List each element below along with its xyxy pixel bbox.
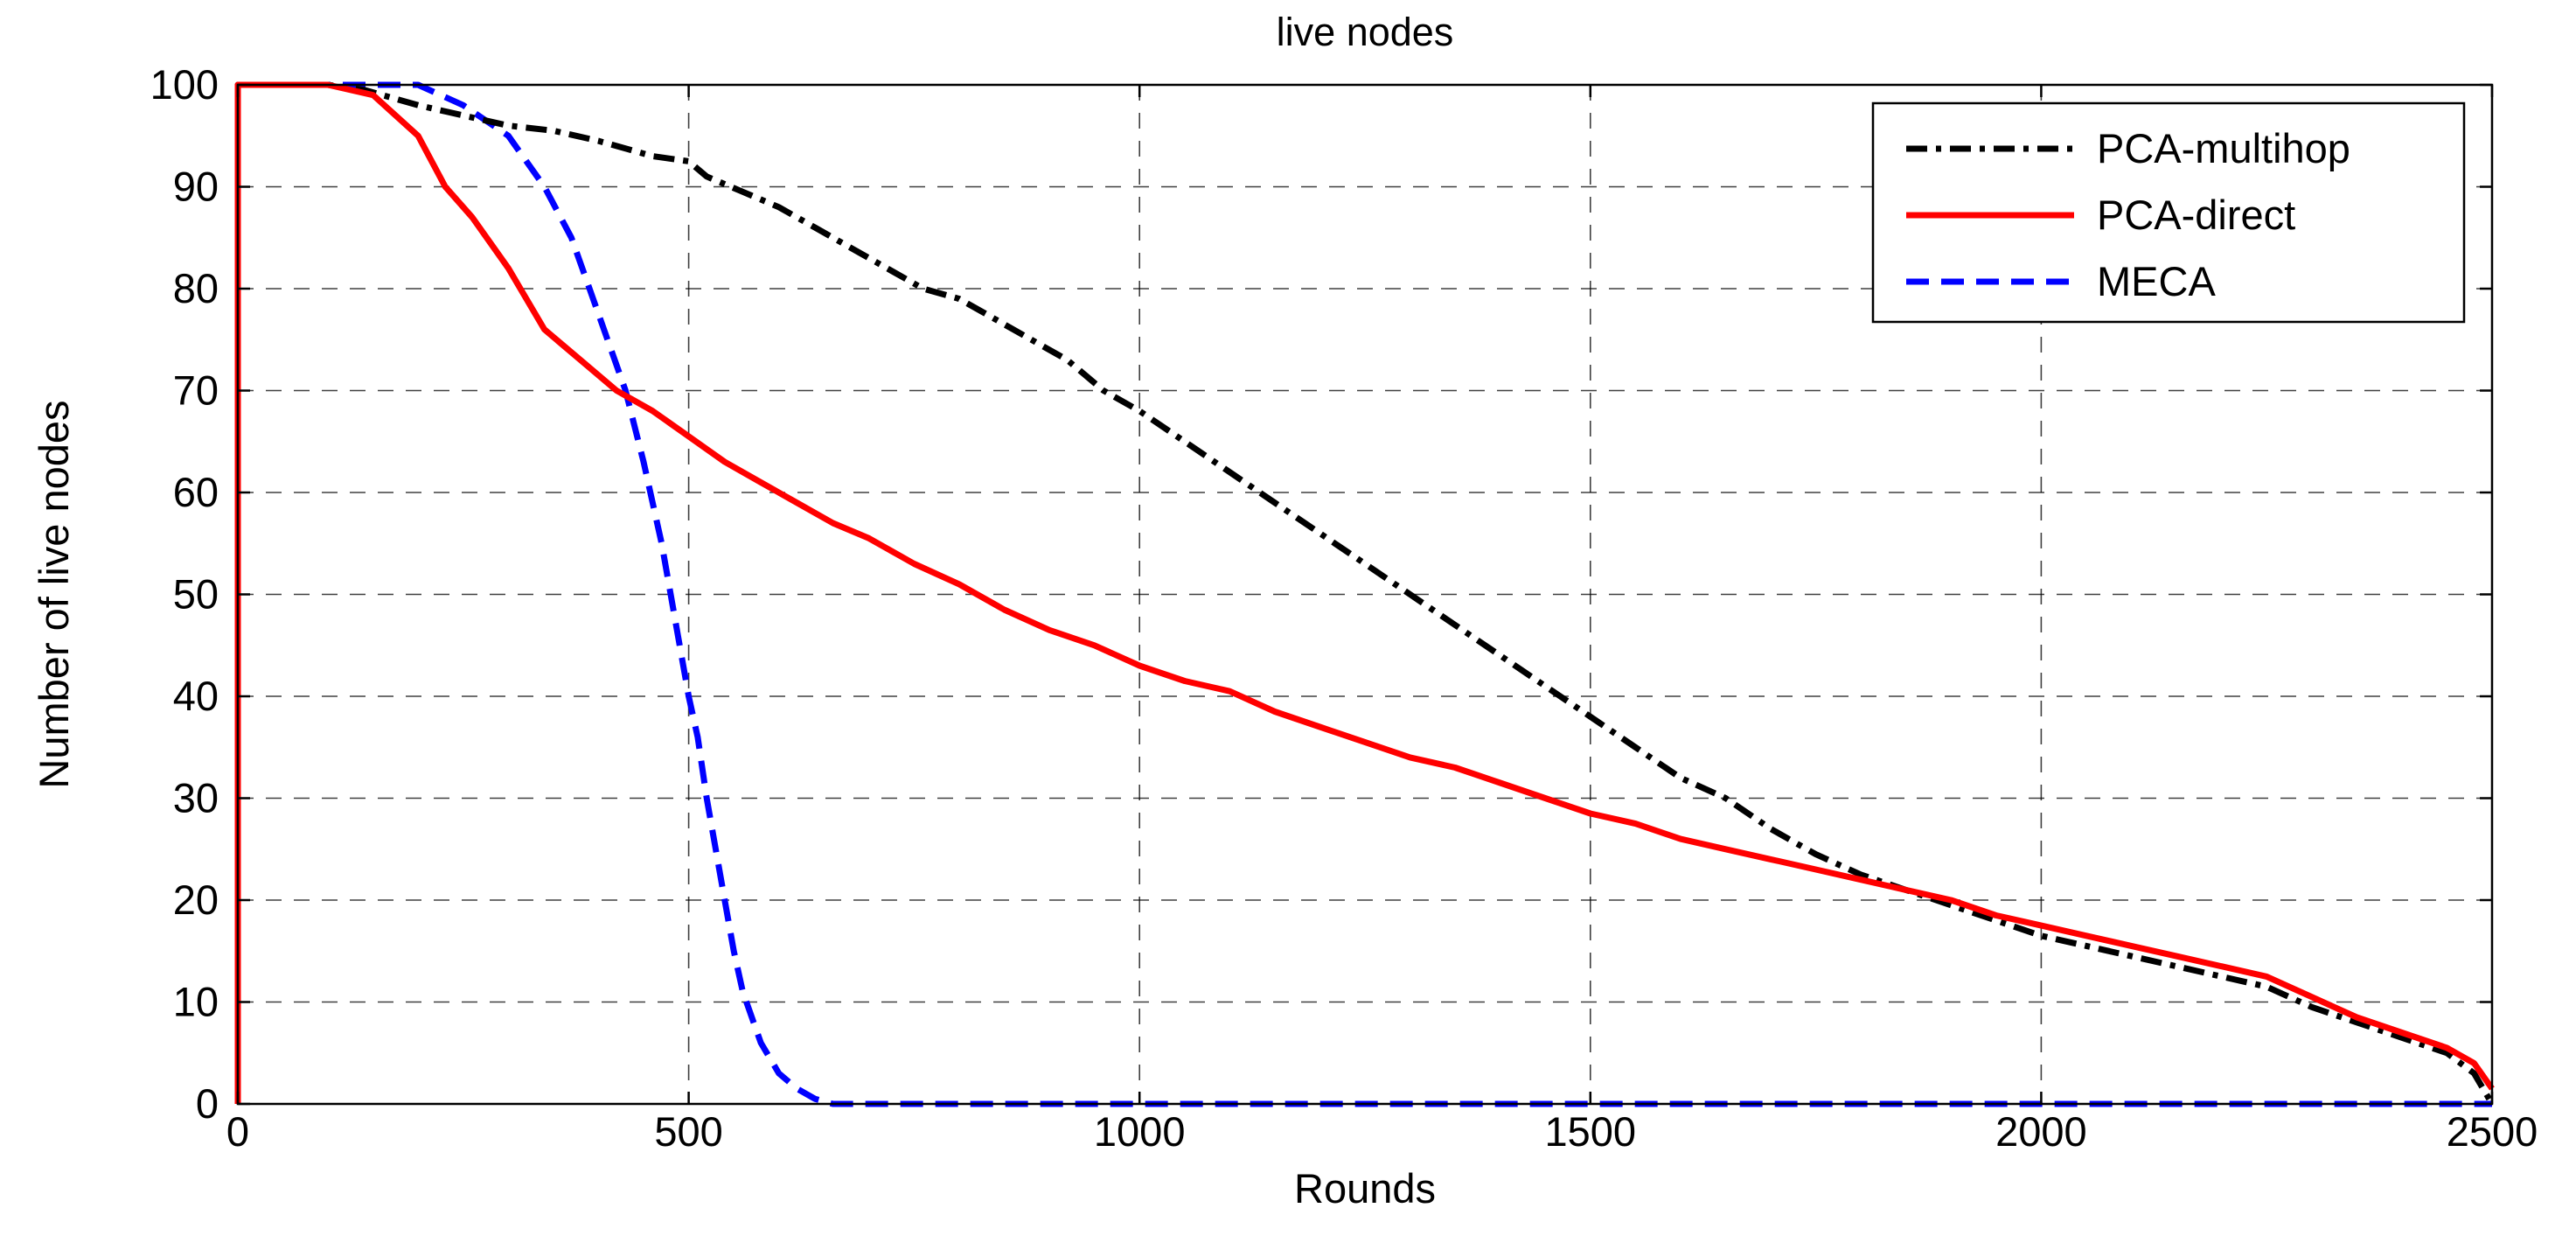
legend-label: MECA: [2097, 258, 2216, 304]
legend-label: PCA-multihop: [2097, 125, 2350, 171]
x-tick-label: 1500: [1545, 1108, 1637, 1155]
x-tick-label: 1000: [1094, 1108, 1186, 1155]
y-tick-label: 30: [173, 775, 219, 821]
y-axis-title: Number of live nodes: [31, 400, 77, 788]
series-line-pca-direct: [234, 81, 2495, 1104]
y-tick-label: 40: [173, 673, 219, 719]
x-tick-label: 500: [654, 1108, 722, 1155]
y-tick-label: 90: [173, 164, 219, 210]
y-tick-label: 0: [196, 1080, 219, 1127]
y-tick-label: 100: [150, 61, 219, 108]
y-tick-label: 70: [173, 367, 219, 414]
x-tick-label: 2000: [1995, 1108, 2087, 1155]
series-line-pca-multihop: [234, 81, 2496, 1106]
axis-ticks: 0 500 1000 1500 2000 2500 0 10 20 30 40 50 60 70 80 90 1…: [150, 61, 2538, 1155]
x-axis-title: Rounds: [1294, 1165, 1436, 1212]
legend: PCA-multihop PCA-direct MECA: [1871, 101, 2466, 324]
y-tick-label: 10: [173, 979, 219, 1025]
y-tick-label: 50: [173, 571, 219, 618]
chart-title: live nodes: [1277, 10, 1454, 54]
y-tick-label: 80: [173, 265, 219, 311]
x-tick-label: 0: [226, 1108, 249, 1155]
y-tick-label: 20: [173, 876, 219, 923]
x-tick-label: 2500: [2447, 1108, 2538, 1155]
y-tick-label: 60: [173, 469, 219, 515]
legend-label: PCA-direct: [2097, 192, 2295, 238]
